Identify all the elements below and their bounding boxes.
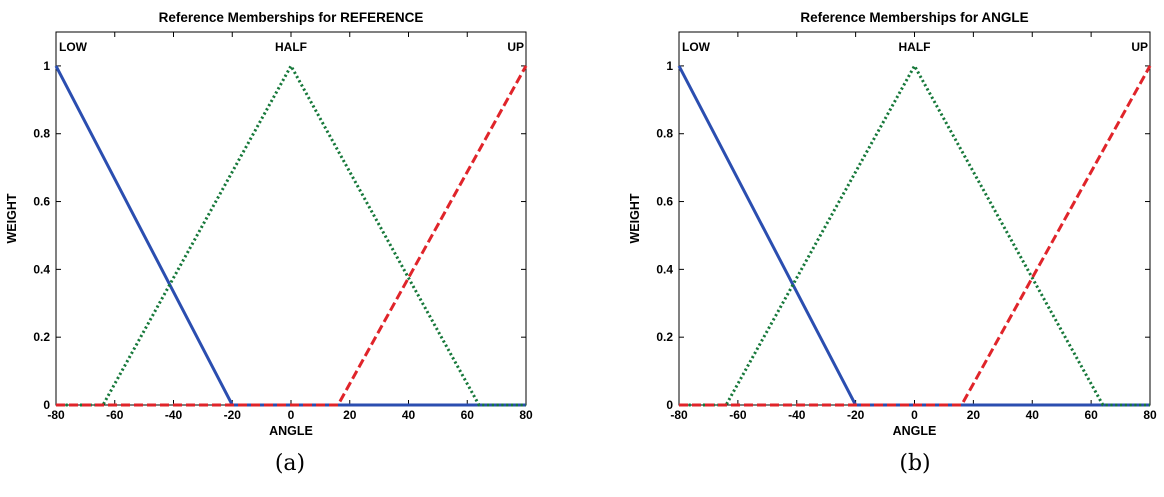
x-tick-label: -60: [729, 408, 747, 422]
x-tick-label: 0: [288, 408, 295, 422]
chart-title: Reference Memberships for REFERENCE: [159, 10, 424, 25]
series-annotation-low: LOW: [682, 40, 711, 54]
series-line-up: [679, 65, 1152, 407]
series-annotation-half: HALF: [275, 40, 307, 54]
figure-caption-a: (a): [274, 451, 306, 476]
x-tick-label: 40: [402, 408, 416, 422]
plot-frame: [678, 31, 1151, 406]
x-tick-label: 40: [1026, 408, 1040, 422]
plot-frame: [55, 31, 527, 406]
x-tick-label: 20: [967, 408, 981, 422]
y-tick-label: 0.2: [656, 330, 673, 344]
x-tick-label: -20: [224, 408, 242, 422]
y-tick-label: 0.8: [656, 127, 673, 141]
x-tick-label: -40: [165, 408, 183, 422]
x-tick-label: 0: [911, 408, 918, 422]
x-tick-label: 80: [1143, 408, 1157, 422]
x-tick-label: 20: [343, 408, 357, 422]
series-annotation-up: UP: [507, 40, 524, 54]
x-tick-label: 80: [519, 408, 533, 422]
membership-chart-a: Reference Memberships for REFERENCE -80 -6…: [5, 10, 533, 438]
x-tick-label: -60: [106, 408, 124, 422]
series-annotation-up: UP: [1131, 40, 1148, 54]
x-tick-label: 60: [461, 408, 475, 422]
figure-caption-b: (b): [899, 451, 931, 476]
x-tick-label: -20: [847, 408, 865, 422]
x-axis-label: ANGLE: [893, 424, 937, 438]
y-tick-label: 1: [43, 59, 50, 73]
x-tick-label: -80: [47, 408, 65, 422]
y-tick-label: 0.4: [656, 262, 673, 276]
y-tick-label: 0: [43, 398, 50, 412]
chart-title: Reference Memberships for ANGLE: [800, 10, 1028, 25]
y-tick-label: 0.8: [33, 127, 50, 141]
chart-panel-b: Reference Memberships for ANGLE -80 -60 -40…: [582, 0, 1164, 497]
y-tick-label: 0.2: [33, 330, 50, 344]
x-tick-label: 60: [1084, 408, 1098, 422]
x-tick-label: -40: [788, 408, 806, 422]
x-axis-label: ANGLE: [269, 424, 313, 438]
y-axis-label: WEIGHT: [5, 193, 19, 243]
series-annotation-half: HALF: [899, 40, 931, 54]
membership-chart-b: Reference Memberships for ANGLE -80 -60 -40…: [628, 10, 1157, 438]
y-tick-label: 0.6: [33, 195, 50, 209]
series-annotation-low: LOW: [59, 40, 88, 54]
y-tick-label: 1: [666, 59, 673, 73]
y-tick-label: 0: [666, 398, 673, 412]
series-line-up: [56, 65, 528, 407]
y-tick-label: 0.4: [33, 262, 50, 276]
y-tick-label: 0.6: [656, 195, 673, 209]
y-axis-label: WEIGHT: [628, 193, 642, 243]
chart-panel-a: Reference Memberships for REFERENCE -80 -6…: [5, 10, 533, 476]
x-tick-label: -80: [670, 408, 688, 422]
